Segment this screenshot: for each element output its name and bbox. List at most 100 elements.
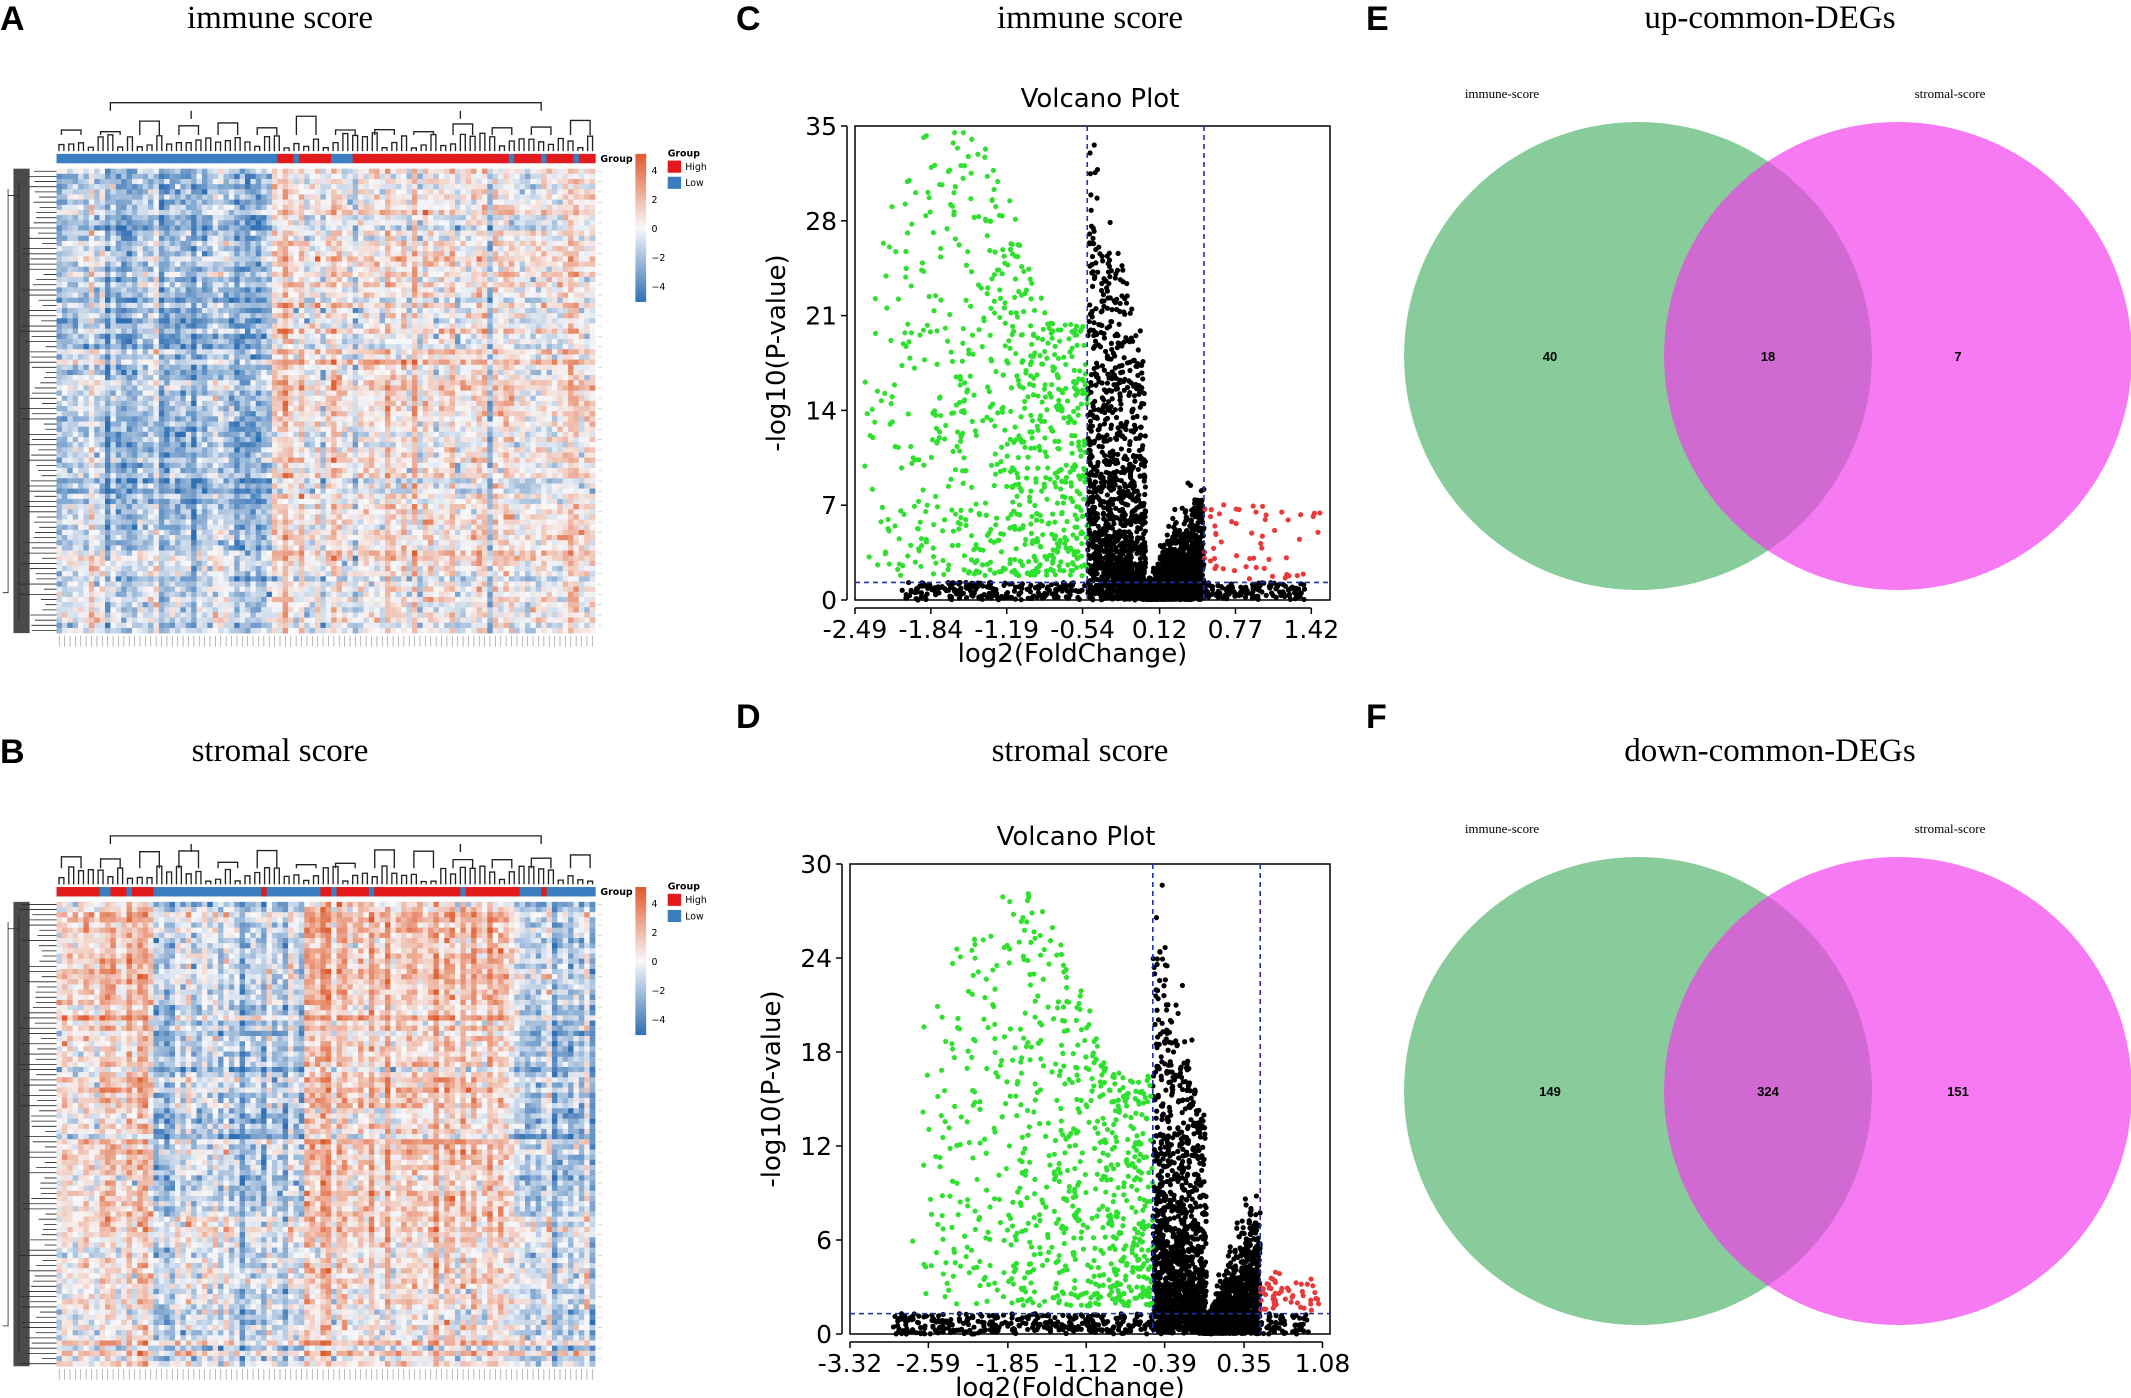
heatmap-cell xyxy=(212,240,219,247)
heatmap-cell xyxy=(153,390,160,397)
heatmap-cell xyxy=(282,333,289,340)
heatmap-cell xyxy=(336,251,343,257)
heatmap-cell xyxy=(148,277,154,283)
heatmap-cell xyxy=(352,302,359,309)
heatmap-cell xyxy=(207,271,214,278)
heatmap-cell xyxy=(374,215,381,221)
heatmap-cell xyxy=(137,338,144,345)
heatmap-cell xyxy=(88,323,95,330)
heatmap-cell xyxy=(245,168,251,175)
heatmap-cell xyxy=(471,261,477,268)
heatmap-cell xyxy=(223,240,230,247)
heatmap-cell xyxy=(492,240,499,247)
heatmap-cell xyxy=(105,369,111,376)
heatmap-cell xyxy=(67,416,74,422)
heatmap-cell xyxy=(562,400,569,407)
heatmap-cell xyxy=(358,282,364,288)
heatmap-cell xyxy=(239,359,246,366)
heatmap-cell xyxy=(368,266,375,273)
heatmap-cell xyxy=(293,220,300,226)
heatmap-cell xyxy=(449,328,456,335)
heatmap-cell xyxy=(406,168,413,175)
heatmap-cell xyxy=(358,271,364,278)
heatmap-cell xyxy=(288,375,294,381)
heatmap-cell xyxy=(223,178,230,185)
heatmap-cell xyxy=(557,230,564,237)
heatmap-cell xyxy=(201,307,208,314)
heatmap-cell xyxy=(325,220,332,226)
heatmap-cell xyxy=(363,240,370,247)
heatmap-cell xyxy=(288,323,294,330)
heatmap-cell xyxy=(508,184,515,190)
heatmap-cell xyxy=(245,406,251,412)
heatmap-cell xyxy=(471,349,477,355)
heatmap-cell xyxy=(315,199,321,206)
heatmap-cell xyxy=(530,333,537,340)
heatmap-cell xyxy=(449,189,456,195)
heatmap-cell xyxy=(438,271,445,278)
heatmap-cell xyxy=(94,256,101,262)
heatmap-cell xyxy=(255,173,262,180)
heatmap-cell xyxy=(331,271,337,278)
heatmap-cell xyxy=(498,313,504,319)
heatmap-cell xyxy=(422,168,429,175)
heatmap-cell xyxy=(212,173,219,180)
heatmap-cell xyxy=(449,369,456,376)
heatmap-cell xyxy=(110,282,117,288)
heatmap-cell xyxy=(72,287,79,293)
heatmap-cell xyxy=(271,184,278,190)
heatmap-cell xyxy=(525,209,531,216)
heatmap-cell xyxy=(271,323,278,330)
heatmap-cell xyxy=(428,235,434,242)
heatmap-cell xyxy=(304,416,311,422)
heatmap-cell xyxy=(471,338,477,345)
heatmap-cell xyxy=(460,323,467,330)
heatmap-cell xyxy=(492,411,499,417)
heatmap-cell xyxy=(573,344,580,350)
heatmap-cell xyxy=(503,230,510,237)
heatmap-cell xyxy=(557,313,564,319)
heatmap-cell xyxy=(401,189,407,195)
heatmap-cell xyxy=(175,395,181,402)
heatmap-cell xyxy=(320,411,327,417)
heatmap-cell xyxy=(315,307,321,314)
annotation-high xyxy=(584,153,591,164)
heatmap-cell xyxy=(401,173,407,180)
heatmap-cell xyxy=(239,400,246,407)
annotation-low xyxy=(266,153,273,164)
heatmap-cell xyxy=(175,359,181,366)
heatmap-cell xyxy=(492,375,499,381)
heatmap-cell xyxy=(336,261,343,268)
heatmap-cell xyxy=(568,235,574,242)
heatmap-cell xyxy=(551,323,558,330)
heatmap-cell xyxy=(589,385,596,391)
heatmap-cell xyxy=(67,204,74,211)
heatmap-cell xyxy=(525,266,531,273)
heatmap-cell xyxy=(541,349,547,355)
heatmap-cell xyxy=(153,277,160,283)
heatmap-cell xyxy=(164,220,171,226)
heatmap-cell xyxy=(148,184,154,190)
heatmap-cell xyxy=(401,256,407,262)
heatmap-cell xyxy=(164,338,171,345)
heatmap-cell xyxy=(578,302,585,309)
heatmap-cell xyxy=(293,194,300,201)
heatmap-cell xyxy=(411,209,418,216)
heatmap-cell xyxy=(503,385,510,391)
heatmap-cell xyxy=(568,204,574,211)
heatmap-cell xyxy=(255,287,262,293)
heatmap-cell xyxy=(169,369,176,376)
heatmap-cell xyxy=(94,220,101,226)
heatmap-cell xyxy=(304,328,311,335)
heatmap-cell xyxy=(304,369,311,376)
heatmap-cell xyxy=(492,209,499,216)
heatmap-cell xyxy=(293,246,300,252)
heatmap-cell xyxy=(239,251,246,257)
heatmap-cell xyxy=(546,385,553,391)
heatmap-cell xyxy=(562,194,569,201)
heatmap-cell xyxy=(298,313,305,319)
heatmap-cell xyxy=(271,266,278,273)
heatmap-cell xyxy=(433,173,440,180)
heatmap-cell xyxy=(148,251,154,257)
heatmap-cell xyxy=(148,287,154,293)
